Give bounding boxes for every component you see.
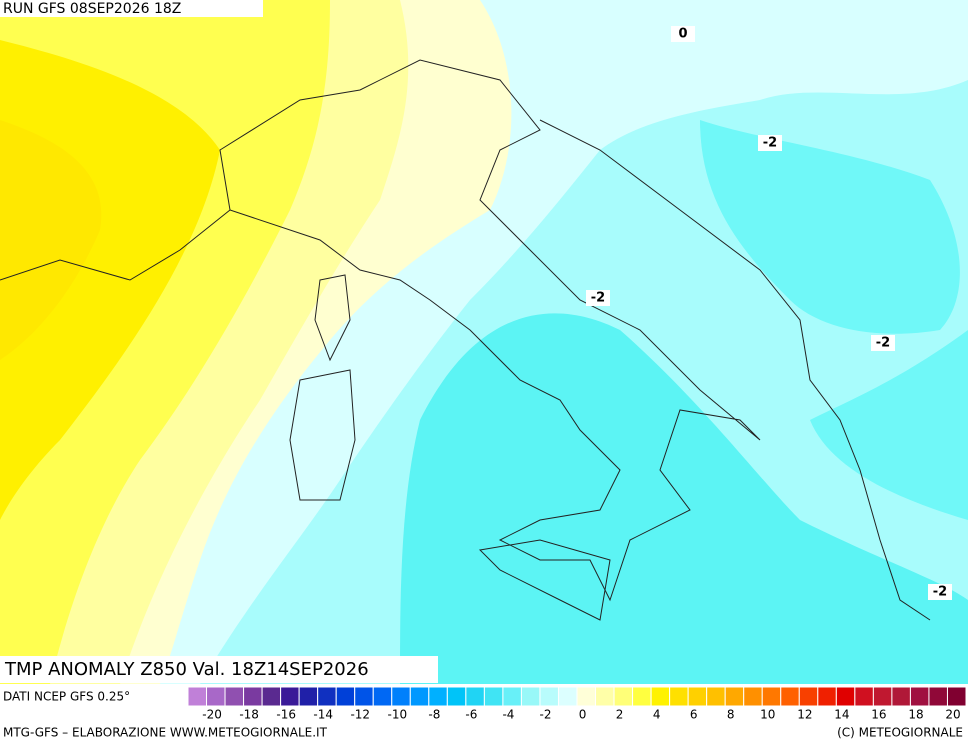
- contour-label: -2: [876, 336, 890, 351]
- coastline-sicily: [478, 539, 611, 621]
- colorbar-swatch: [835, 686, 856, 707]
- contour-label: 0: [678, 27, 687, 42]
- colorbar-label: -4: [502, 708, 514, 722]
- colorbar-swatch: [798, 686, 819, 707]
- colorbar-swatch: [187, 686, 208, 707]
- contour-label-bg: [871, 335, 895, 351]
- colorbar-label: 14: [834, 708, 849, 722]
- colorbar-swatch: [706, 686, 726, 707]
- colorbar-swatch: [465, 686, 485, 707]
- colorbar-swatch: [632, 686, 652, 707]
- colorbar-label: 0: [579, 708, 587, 722]
- colorbar-swatch: [743, 686, 763, 707]
- colorbar-swatch: [409, 686, 430, 707]
- colorbar-label: -6: [465, 708, 477, 722]
- colorbar-swatch: [576, 686, 597, 707]
- title-box: [0, 656, 438, 683]
- coastline-france: [0, 209, 231, 281]
- contour-label-bg: [586, 290, 610, 306]
- colorbar-swatch: [613, 686, 634, 707]
- colorbar-label: 2: [616, 708, 624, 722]
- colorbar-swatch: [372, 686, 393, 707]
- contour-label: -2: [933, 585, 947, 600]
- contour-labels: 0 -2 -2 -2 -2: [586, 26, 952, 600]
- colorbar-swatch: [280, 686, 300, 707]
- colorbar-swatch: [891, 686, 911, 707]
- run-label: RUN GFS 08SEP2026 18Z: [3, 1, 181, 17]
- colorbar-swatch: [946, 686, 967, 707]
- map-title: TMP ANOMALY Z850 Val. 18Z14SEP2026: [4, 659, 369, 680]
- colorbar-swatch: [224, 686, 245, 707]
- colorbar-swatch: [243, 686, 263, 707]
- colorbar-swatch: [854, 686, 874, 707]
- colorbar-swatch: [298, 686, 319, 707]
- colorbar-label: 20: [945, 708, 960, 722]
- footer-right: (C) METEOGIORNALE: [837, 726, 963, 740]
- colorbar-swatch: [761, 686, 782, 707]
- colorbar-label: -14: [313, 708, 333, 722]
- colorbar-swatch: [391, 686, 411, 707]
- colorbar-swatch: [206, 686, 226, 707]
- colorbar-swatch: [520, 686, 541, 707]
- colorbar-swatch: [724, 686, 745, 707]
- colorbar-swatch: [650, 686, 671, 707]
- coastline-balkans: [539, 119, 931, 621]
- colorbar-swatch: [428, 686, 448, 707]
- colorbar-swatch: [354, 686, 374, 707]
- colorbar-swatch: [483, 686, 504, 707]
- colorbar-swatch: [909, 686, 930, 707]
- colorbar: -20 -18 -16 -14 -12 -10 -8 -6 -4 -2 0 2 4 6 8 10 12 14 16 1…: [187, 686, 967, 722]
- colorbar-label: -10: [388, 708, 408, 722]
- colorbar-label: -12: [350, 708, 370, 722]
- contour-label-bg: [671, 26, 695, 42]
- colorbar-swatch: [539, 686, 559, 707]
- colorbar-label: -8: [428, 708, 440, 722]
- colorbar-label: -18: [239, 708, 259, 722]
- colorbar-label: 4: [653, 708, 661, 722]
- colorbar-swatch: [502, 686, 522, 707]
- header-box: [0, 0, 263, 17]
- source-label: DATI NCEP GFS 0.25°: [3, 690, 130, 704]
- contour-label-bg: [928, 584, 952, 600]
- colorbar-label: 8: [727, 708, 735, 722]
- colorbar-swatch: [261, 686, 282, 707]
- colorbar-swatch: [317, 686, 337, 707]
- coastline-italy: [219, 59, 761, 602]
- colorbar-label: 6: [690, 708, 698, 722]
- contour-label-bg: [758, 135, 782, 151]
- colorbar-label: 18: [908, 708, 923, 722]
- band-cyan-balkans: [700, 120, 960, 334]
- colorbar-label: -16: [276, 708, 296, 722]
- band-deepest-yellow: [0, 120, 102, 360]
- colorbar-label: -2: [540, 708, 552, 722]
- colorbar-swatch: [872, 686, 893, 707]
- colorbar-swatch: [817, 686, 837, 707]
- coastline-sardinia: [289, 369, 356, 501]
- map: [0, 0, 968, 684]
- colorbar-label: -20: [202, 708, 222, 722]
- colorbar-label: 12: [797, 708, 812, 722]
- colorbar-label: 16: [871, 708, 886, 722]
- colorbar-label: 10: [760, 708, 775, 722]
- colorbar-swatch: [780, 686, 800, 707]
- colorbar-swatch: [446, 686, 467, 707]
- colorbar-swatch: [669, 686, 689, 707]
- contour-label: -2: [763, 136, 777, 151]
- colorbar-swatch: [557, 686, 578, 707]
- colorbar-swatch: [335, 686, 356, 707]
- coastline-corsica: [314, 274, 351, 362]
- colorbar-swatch: [687, 686, 708, 707]
- colorbar-swatch: [928, 686, 948, 707]
- contour-label: -2: [591, 291, 605, 306]
- footer-left: MTG-GFS – ELABORAZIONE WWW.METEOGIORNALE…: [3, 726, 328, 740]
- colorbar-swatch: [595, 686, 615, 707]
